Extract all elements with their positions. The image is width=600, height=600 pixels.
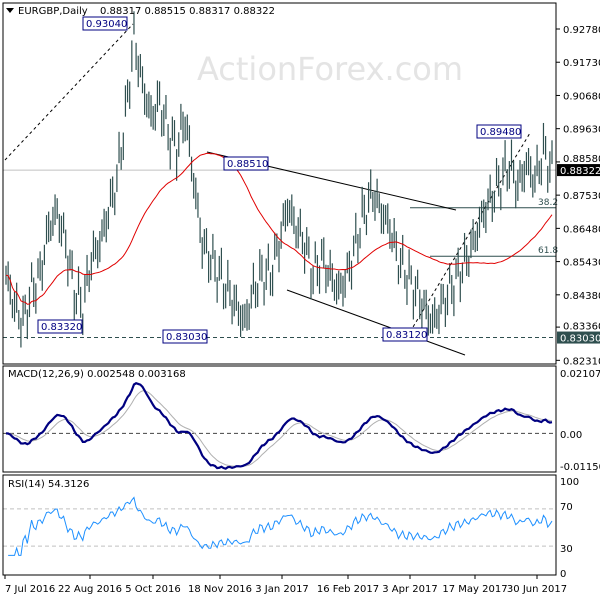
- x-tick-label: 5 Oct 2016: [125, 584, 180, 595]
- y-tick-label: 0.82310: [563, 356, 600, 367]
- current-price-label: 0.88322: [560, 166, 600, 177]
- macd-panel-border: [2, 365, 557, 473]
- price-annotation-label: 0.83120: [386, 330, 427, 341]
- macd-label: MACD(12,26,9) 0.002548 0.003168: [8, 369, 186, 380]
- trend-line-dashed: [409, 132, 531, 333]
- rsi-line: [8, 496, 553, 556]
- support-price-badge: [557, 331, 600, 344]
- collapse-triangle-icon[interactable]: [6, 8, 14, 13]
- price-annotation-label: 0.93040: [86, 19, 127, 30]
- macd-main-line: [5, 382, 553, 470]
- x-tick-label: 18 Nov 2016: [188, 584, 252, 595]
- support-price-label: 0.83030: [560, 334, 600, 345]
- current-price-badge: [557, 164, 600, 177]
- macd-tick-top: 0.021074: [560, 369, 600, 380]
- macd-signal-line: [5, 390, 553, 467]
- x-tick-label: 7 Jul 2016: [5, 584, 55, 595]
- header-ohlc: 0.88317 0.88515 0.88317 0.88322: [100, 6, 275, 17]
- macd-tick-bottom: -0.011507: [560, 462, 600, 473]
- macd-tick-zero: 0.00: [560, 430, 582, 441]
- x-tick-label: 3 Jan 2017: [255, 584, 309, 595]
- moving-average-line: [5, 152, 553, 305]
- x-tick-label: 30 Jun 2017: [507, 584, 567, 595]
- header-symbol: EURGBP,Daily: [18, 6, 88, 17]
- rsi-tick-100: 100: [560, 477, 579, 488]
- rsi-panel-border: [2, 474, 557, 576]
- rsi-tick-0: 0: [560, 569, 566, 580]
- watermark: ActionForex.com: [197, 50, 463, 88]
- x-tick-label: 3 Apr 2017: [382, 584, 437, 595]
- fib-level-label: 61.8: [538, 246, 558, 256]
- price-annotation-box: [162, 329, 208, 344]
- fib-level-label: 38.2: [538, 198, 558, 208]
- price-annotation-box: [82, 16, 128, 31]
- price-annotation-label: 0.83030: [166, 332, 207, 343]
- price-annotation-label: 0.83320: [41, 322, 82, 333]
- x-tick-label: 17 May 2017: [442, 584, 507, 595]
- main-panel-border: [2, 2, 557, 365]
- x-tick-label: 16 Feb 2017: [317, 584, 379, 595]
- price-annotation-box: [223, 156, 269, 171]
- rsi-label: RSI(14) 54.3126: [8, 479, 89, 490]
- channel-lower-line: [286, 289, 466, 356]
- price-annotation-box: [37, 319, 83, 334]
- rsi-tick-30: 30: [560, 544, 573, 555]
- price-annotation-box: [476, 124, 522, 139]
- rsi-tick-70: 70: [560, 502, 573, 513]
- price-annotation-label: 0.89480: [480, 127, 521, 138]
- price-annotation-box: [382, 327, 428, 342]
- price-annotation-label: 0.88510: [227, 159, 268, 170]
- x-tick-label: 22 Aug 2016: [58, 584, 122, 595]
- trend-line-dashed: [4, 23, 134, 161]
